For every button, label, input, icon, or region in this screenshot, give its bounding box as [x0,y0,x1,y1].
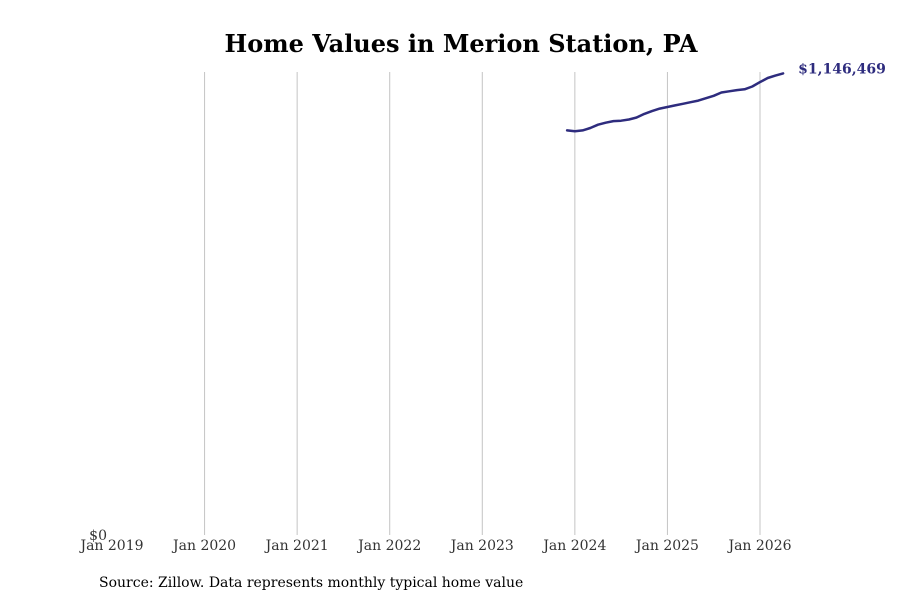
x-tick-label: Jan 2026 [726,538,791,554]
x-tick-label: Jan 2023 [449,538,514,554]
x-tick-label: Jan 2024 [541,538,606,554]
x-tick-label: Jan 2019 [78,538,143,554]
x-tick-label: Jan 2022 [356,538,421,554]
x-axis-ticks: Jan 2019 Jan 2020 Jan 2021 Jan 2022 Jan 2023… [78,538,791,554]
chart-title: Home Values in Merion Station, PA [225,29,698,58]
source-note: Source: Zillow. Data represents monthly … [99,575,523,591]
series-line [565,72,785,133]
end-value-label: $1,146,469 [798,61,886,77]
gridlines [204,72,761,535]
x-tick-label: Jan 2020 [171,538,236,554]
y-tick-label: $0 [89,528,107,544]
x-tick-label: Jan 2025 [634,538,699,554]
x-tick-label: Jan 2021 [264,538,329,554]
